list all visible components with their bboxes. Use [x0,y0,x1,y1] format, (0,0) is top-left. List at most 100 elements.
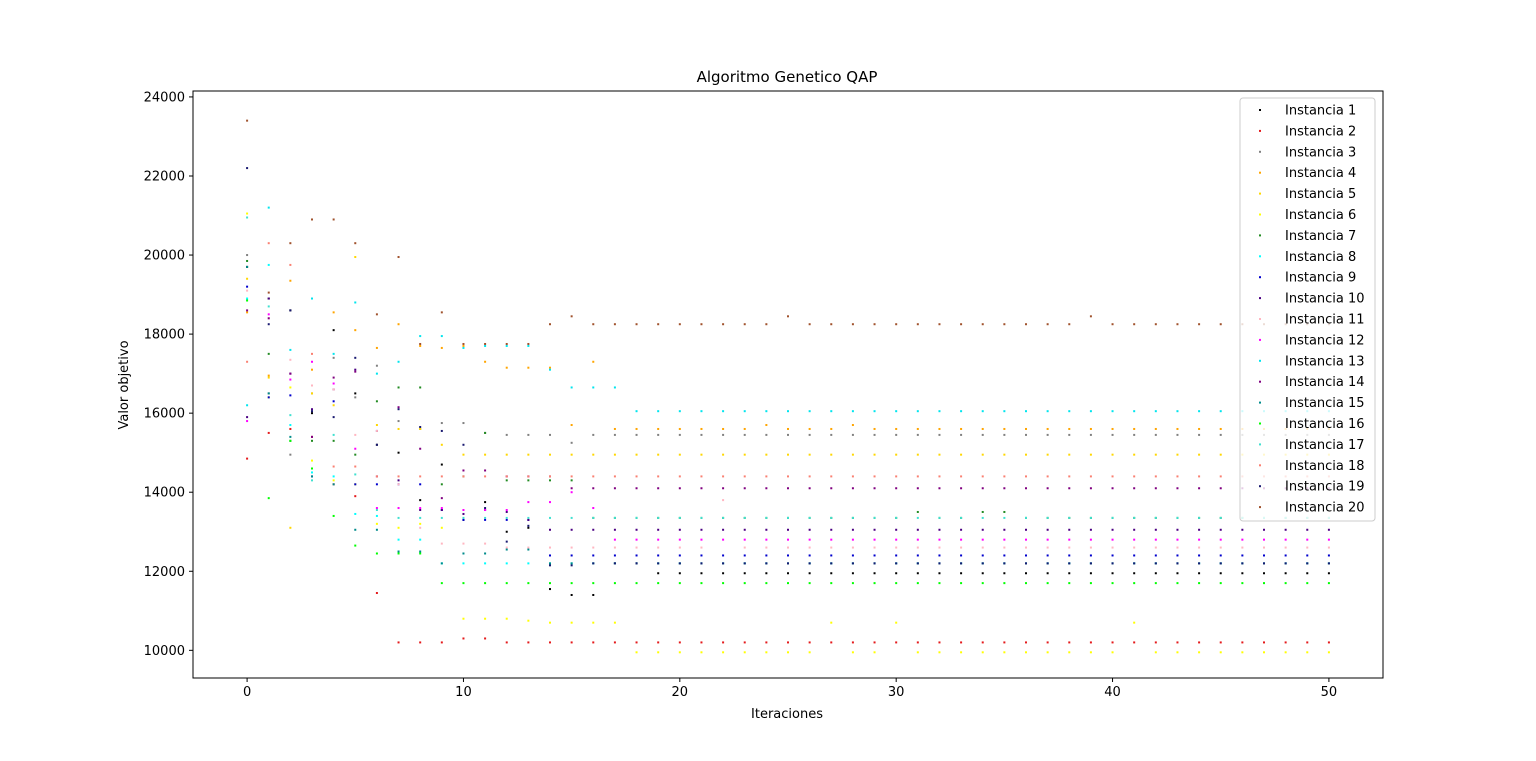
data-point [375,400,378,403]
data-point [505,342,508,345]
data-point [1176,323,1179,326]
data-point [1111,475,1114,478]
data-point [743,546,746,549]
data-point [960,516,963,519]
data-point [960,546,963,549]
data-point [332,475,335,478]
data-point [1089,453,1092,456]
data-point [397,479,400,482]
legend-label: Instancia 7 [1285,229,1356,244]
data-point [462,512,465,515]
data-point [484,518,487,521]
data-point [570,562,573,565]
legend-label: Instancia 2 [1285,124,1356,139]
legend-label: Instancia 15 [1285,396,1365,411]
data-point [397,516,400,519]
data-point [873,572,876,575]
data-point [527,619,530,622]
data-point [1046,641,1049,644]
data-point [613,386,616,389]
data-point [1089,475,1092,478]
data-point [938,528,941,531]
data-point [743,651,746,654]
data-point [505,582,508,585]
data-point [440,311,443,314]
data-point [419,425,422,428]
x-axis: 0 10 20 30 40 50 [243,678,1337,700]
data-point [895,410,898,413]
data-point [1068,546,1071,549]
data-point [895,516,898,519]
data-point [505,366,508,369]
data-point [830,641,833,644]
data-point [592,582,595,585]
data-point [505,453,508,456]
legend-label: Instancia 10 [1285,292,1365,307]
data-point [1133,538,1136,541]
data-point [635,453,638,456]
data-point [1241,528,1244,531]
data-point [613,528,616,531]
data-point [1241,641,1244,644]
data-point [570,564,573,567]
data-point [1198,651,1201,654]
data-point [613,621,616,624]
data-point [375,443,378,446]
data-point [1003,546,1006,549]
data-point [462,582,465,585]
data-point [1327,582,1330,585]
data-point [808,582,811,585]
data-point [743,641,746,644]
data-point [332,514,335,517]
data-point [743,427,746,430]
data-point [1025,323,1027,326]
x-tick-label: 20 [672,685,689,700]
data-point [873,582,876,585]
data-point [851,572,854,575]
data-point [570,424,573,427]
data-point [1046,651,1049,654]
data-point [332,439,335,442]
data-point [440,516,443,519]
data-point [354,256,357,259]
data-point [354,544,357,547]
data-point [246,259,249,262]
data-point [1219,475,1222,478]
data-point [289,439,292,442]
data-point [592,593,595,596]
data-point [787,562,789,565]
data-point [981,641,984,644]
data-point [397,451,400,454]
data-point [592,360,595,363]
series-instancia-16 [246,299,1330,585]
data-point [419,516,422,519]
data-point [397,475,400,478]
legend-marker [1259,129,1261,132]
data-point [246,216,249,219]
data-point [1003,453,1006,456]
data-point [916,433,919,436]
data-point [981,433,984,436]
data-point [765,433,768,436]
data-point [246,167,249,170]
data-point [549,433,551,436]
legend-marker [1259,234,1261,237]
data-point [1003,651,1006,654]
data-point [765,410,768,413]
data-point [505,516,508,519]
data-point [722,582,725,585]
y-tick-label: 14000 [144,486,185,501]
data-point [549,528,551,531]
data-point [1133,562,1136,565]
data-point [743,487,746,490]
data-point [787,554,789,557]
data-point [960,554,963,557]
data-point [1154,582,1157,585]
legend-label: Instancia 17 [1285,438,1365,453]
data-point [895,554,898,557]
data-point [1046,528,1049,531]
legend: Instancia 1 Instancia 2 Instancia 3 Instanc… [1239,97,1376,522]
data-point [354,495,357,498]
data-point [397,323,400,326]
data-point [722,475,725,478]
